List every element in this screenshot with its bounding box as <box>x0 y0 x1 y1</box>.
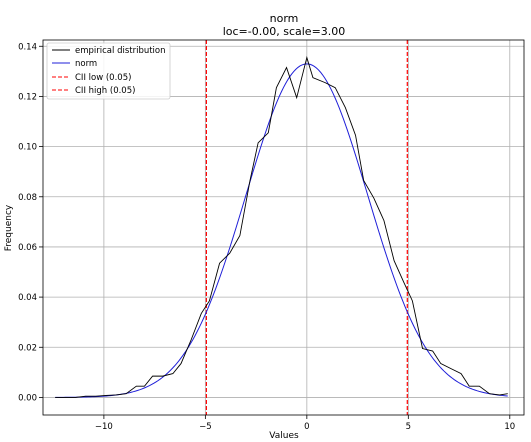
legend-cii-high-label: CII high (0.05) <box>75 86 135 96</box>
plot-frame <box>42 39 525 416</box>
x-tick-label: −5 <box>199 422 212 432</box>
y-tick-label: 0.08 <box>18 193 37 203</box>
y-tick-label: 0.10 <box>18 143 37 153</box>
y-axis-label: Frequency <box>4 204 14 251</box>
y-tick-label: 0.12 <box>18 92 37 102</box>
x-tick-label: 5 <box>406 422 411 432</box>
empirical-distribution-line <box>55 55 508 398</box>
norm-fit-line <box>55 63 508 398</box>
legend: empirical distribution norm CII low (0.0… <box>46 42 171 100</box>
legend-empirical-label: empirical distribution <box>75 46 166 56</box>
x-axis-ticks: −10 −5 0 5 10 <box>95 415 515 432</box>
y-tick-label: 0.02 <box>18 343 37 353</box>
ci-lines <box>205 40 408 415</box>
legend-box <box>46 42 171 100</box>
chart-title: norm <box>270 12 299 25</box>
series-lines <box>55 55 508 398</box>
y-tick-label: 0.04 <box>18 293 37 303</box>
y-tick-label: 0.14 <box>18 42 37 52</box>
y-tick-label: 0.00 <box>18 393 37 403</box>
y-tick-label: 0.06 <box>18 243 37 253</box>
x-tick-label: −10 <box>95 422 113 432</box>
legend-cii-low-label: CII low (0.05) <box>75 73 131 83</box>
x-tick-label: 10 <box>504 422 515 432</box>
x-tick-label: 0 <box>304 422 309 432</box>
chart-subtitle: loc=-0.00, scale=3.00 <box>223 25 346 38</box>
legend-norm-label: norm <box>75 59 97 69</box>
y-axis-ticks: 0.00 0.02 0.04 0.06 0.08 0.10 0.12 0.14 <box>18 42 43 403</box>
x-axis-label: Values <box>269 431 299 441</box>
